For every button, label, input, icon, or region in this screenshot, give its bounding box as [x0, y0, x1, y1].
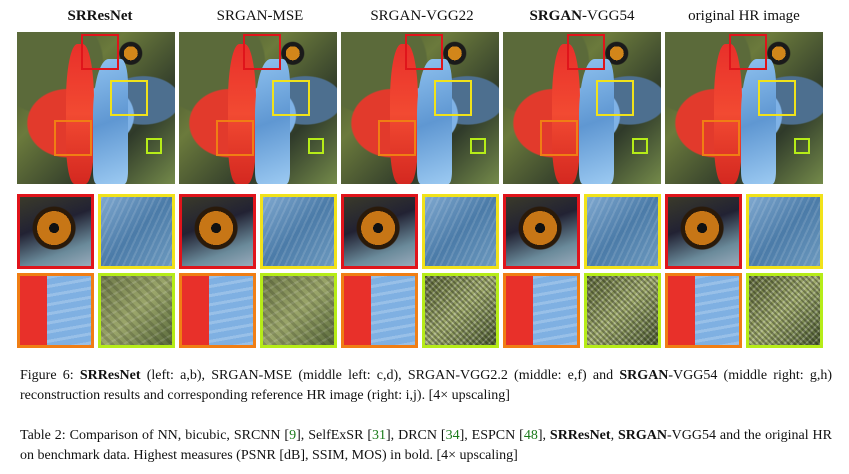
caption-bold-srresnet: SRResNet — [79, 368, 141, 383]
zoom-box-stripe — [54, 120, 92, 156]
crop-texture-original-hr — [746, 273, 823, 348]
zoom-box-fur — [434, 80, 472, 116]
crop-eye-srgan-vgg54 — [503, 194, 580, 269]
zoom-box-eye — [405, 34, 443, 70]
caption-bold-srgan: SRGAN — [619, 368, 669, 383]
crop-stripe-srgan-mse — [179, 273, 256, 348]
crop-fur-srgan-mse — [260, 194, 337, 269]
crop-texture-srgan-vgg54 — [584, 273, 661, 348]
zoom-box-stripe — [702, 120, 740, 156]
mandrill-image-srgan-vgg22 — [341, 32, 499, 184]
crop-eye-srgan-vgg22 — [341, 194, 418, 269]
zoom-box-fur — [596, 80, 634, 116]
zoom-box-eye — [243, 34, 281, 70]
mandrill-image-original-hr — [665, 32, 823, 184]
crop-eye-srresnet — [17, 194, 94, 269]
crop-texture-srresnet — [98, 273, 175, 348]
zoom-box-fur — [272, 80, 310, 116]
citation-link[interactable]: 48 — [523, 428, 538, 443]
crop-stripe-srgan-vgg22 — [341, 273, 418, 348]
caption-bold-srgan: SRGAN — [617, 428, 667, 443]
column-title-srgan-vgg22: SRGAN-VGG22 — [370, 8, 474, 24]
zoom-box-eye — [567, 34, 605, 70]
crop-stripe-srgan-vgg54 — [503, 273, 580, 348]
zoom-box-stripe — [378, 120, 416, 156]
zoom-box-fur — [110, 80, 148, 116]
figure-label: Figure 6: — [20, 368, 74, 383]
column-title-original-hr: original HR image — [688, 8, 800, 24]
citation-link[interactable]: 31 — [372, 428, 386, 443]
zoom-box-texture — [308, 138, 324, 154]
crop-eye-original-hr — [665, 194, 742, 269]
column-title-srgan-vgg54: SRGAN-VGG54 — [529, 8, 635, 24]
zoom-box-texture — [470, 138, 486, 154]
zoom-box-fur — [758, 80, 796, 116]
zoom-box-texture — [146, 138, 162, 154]
zoom-box-texture — [632, 138, 648, 154]
crop-texture-srgan-mse — [260, 273, 337, 348]
table-caption: Table 2: Comparison of NN, bicubic, SRCN… — [20, 428, 832, 463]
zoom-box-texture — [794, 138, 810, 154]
crop-fur-srgan-vgg54 — [584, 194, 661, 269]
table-label: Table 2: — [20, 428, 66, 443]
crop-fur-srresnet — [98, 194, 175, 269]
mandrill-image-srgan-mse — [179, 32, 337, 184]
zoom-box-stripe — [216, 120, 254, 156]
citation-link[interactable]: 34 — [445, 428, 460, 443]
column-title-srresnet: SRResNet — [67, 8, 133, 24]
zoom-box-eye — [81, 34, 119, 70]
citation-link[interactable]: 9 — [289, 428, 297, 443]
crop-stripe-srresnet — [17, 273, 94, 348]
figure-caption: Figure 6: SRResNet (left: a,b), SRGAN-MS… — [20, 368, 832, 403]
mandrill-image-srgan-vgg54 — [503, 32, 661, 184]
crop-fur-srgan-vgg22 — [422, 194, 499, 269]
crop-eye-srgan-mse — [179, 194, 256, 269]
crop-texture-srgan-vgg22 — [422, 273, 499, 348]
caption-bold-srresnet: SRResNet — [549, 428, 611, 443]
zoom-box-stripe — [540, 120, 578, 156]
crop-fur-original-hr — [746, 194, 823, 269]
mandrill-image-srresnet — [17, 32, 175, 184]
column-title-srgan-mse: SRGAN-MSE — [216, 8, 304, 24]
crop-stripe-original-hr — [665, 273, 742, 348]
zoom-box-eye — [729, 34, 767, 70]
